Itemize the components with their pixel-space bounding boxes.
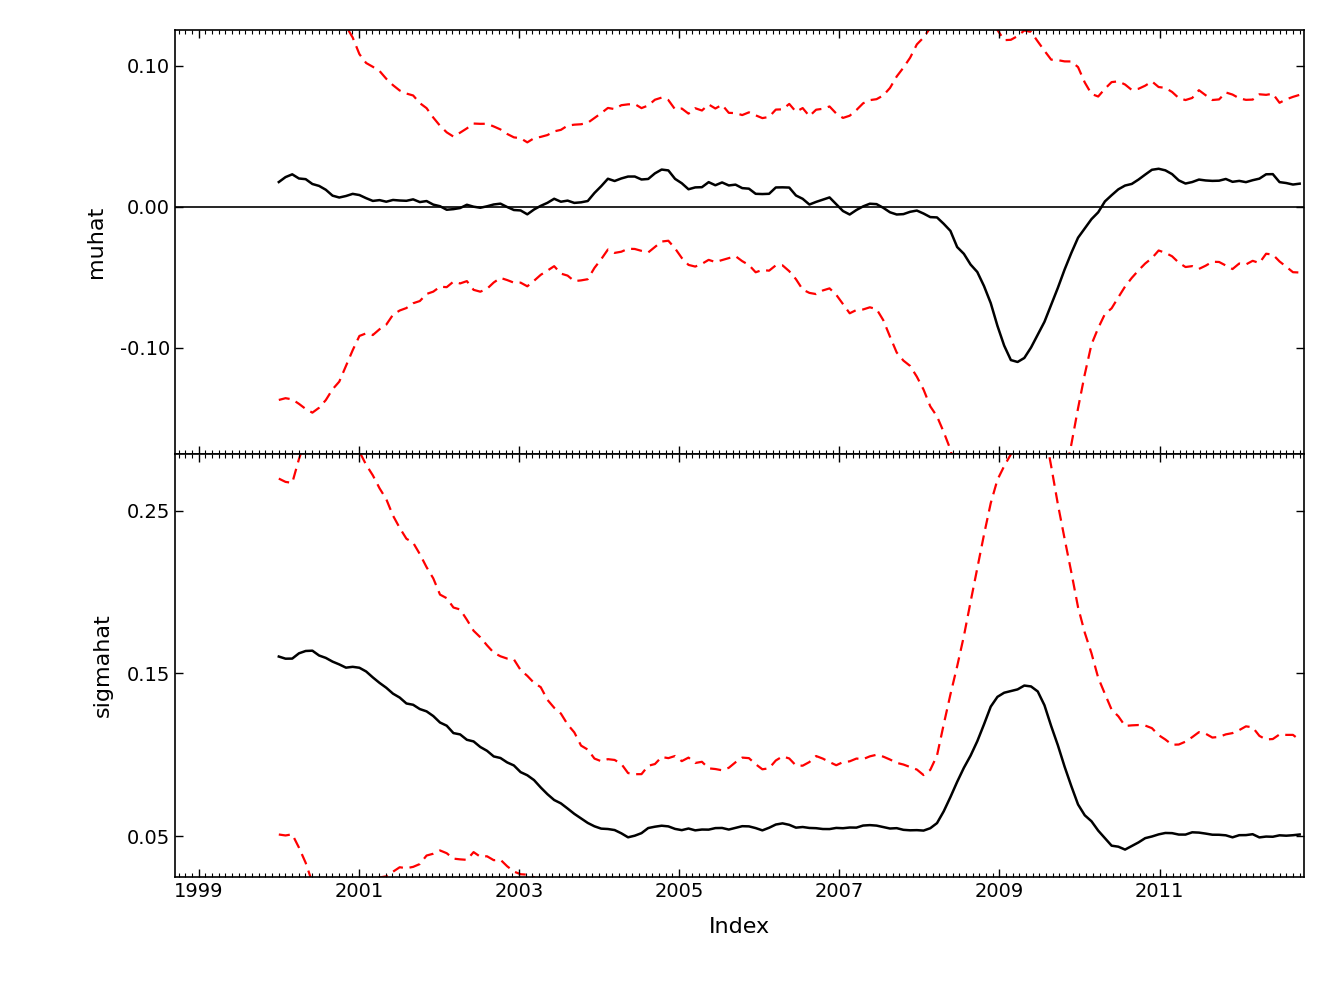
Y-axis label: muhat: muhat bbox=[86, 206, 106, 278]
X-axis label: Index: Index bbox=[708, 917, 770, 937]
Y-axis label: sigmahat: sigmahat bbox=[93, 614, 113, 717]
